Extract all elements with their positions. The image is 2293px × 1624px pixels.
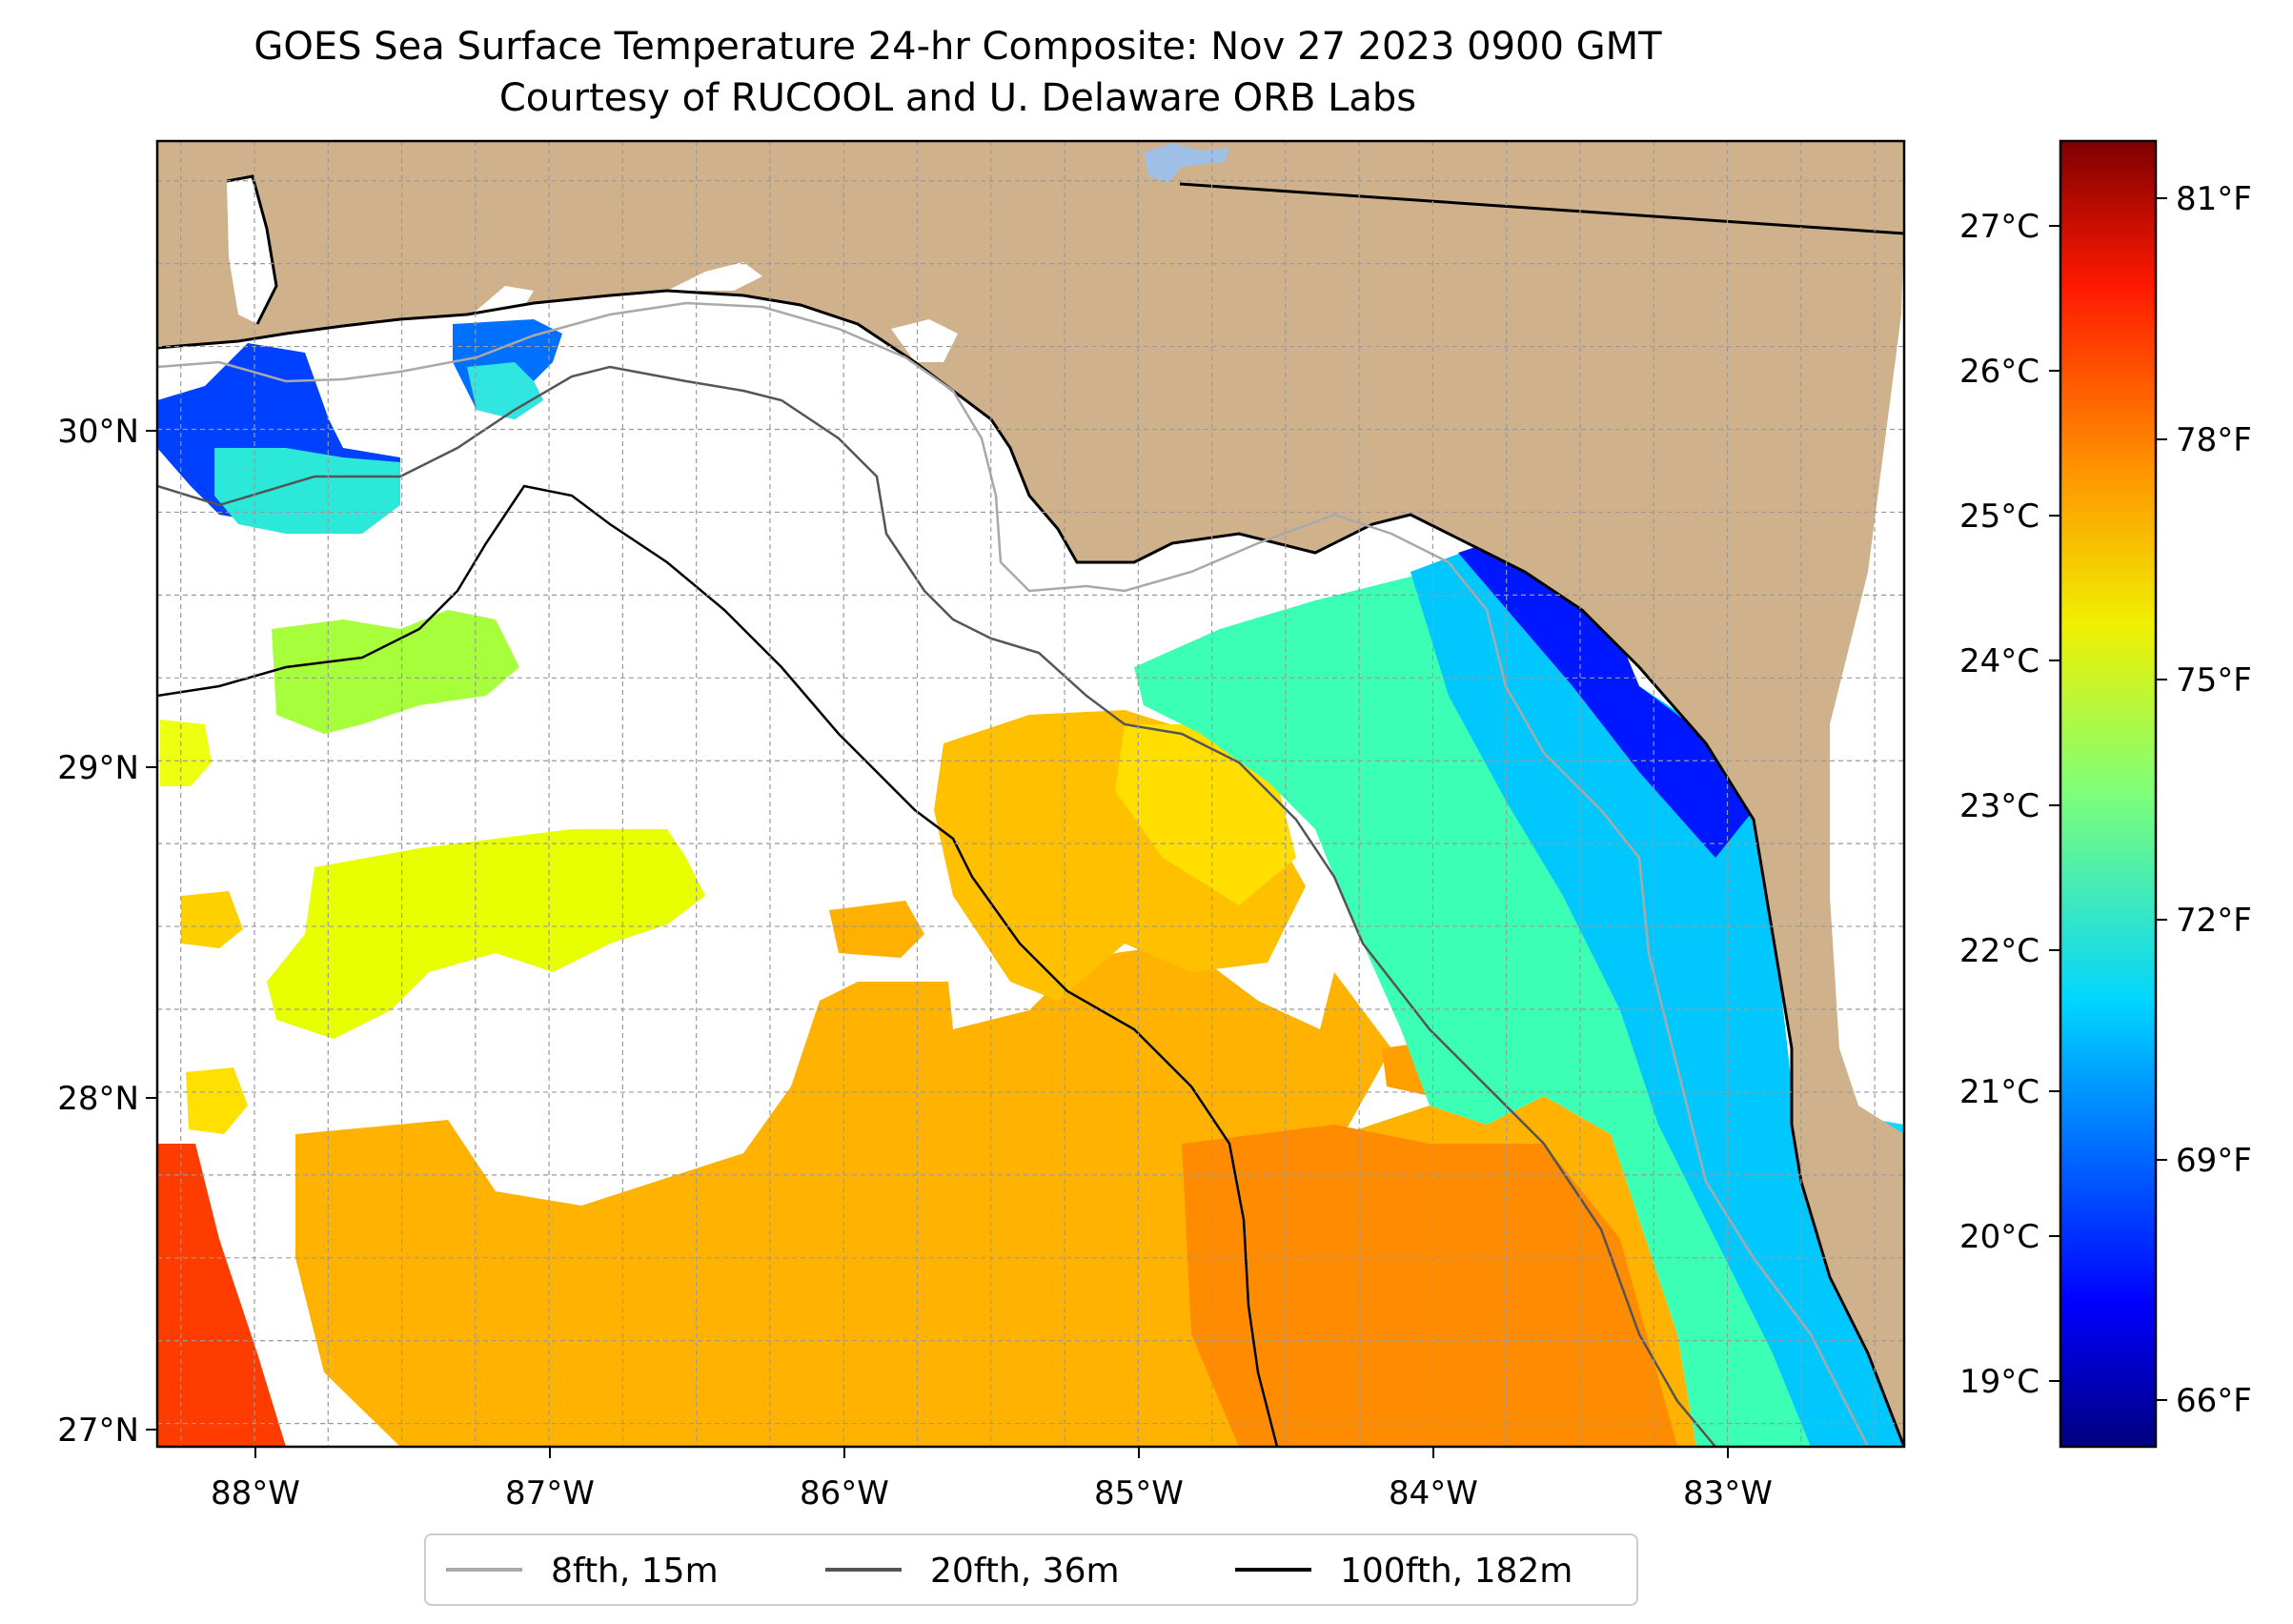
state-border bbox=[1179, 182, 1904, 235]
lat-tick-label: 27°N bbox=[57, 1411, 139, 1450]
mobile-bay bbox=[227, 176, 276, 324]
celsius-tick-label: 23°C bbox=[1959, 787, 2039, 825]
coastline-mobile-bay bbox=[226, 174, 278, 325]
celsius-tick-label: 19°C bbox=[1959, 1363, 2039, 1401]
longitude-axis: 88°W 87°W 86°W 85°W 84°W 83°W bbox=[211, 1447, 1773, 1512]
lon-tick-5: 84°W bbox=[1389, 1447, 1478, 1512]
map-subtitle: Courtesy of RUCOOL and U. Delaware ORB L… bbox=[498, 76, 1417, 120]
lake-seminole bbox=[1144, 143, 1229, 183]
sst-warmer-southeast bbox=[1182, 1125, 1677, 1447]
lon-tick-label: 83°W bbox=[1683, 1474, 1773, 1512]
lon-tick-label: 86°W bbox=[800, 1474, 889, 1512]
sst-east-blue-nearshore bbox=[1458, 543, 1754, 858]
lat-tick-4: 30°N bbox=[57, 413, 157, 451]
lon-tick-2: 87°W bbox=[505, 1447, 595, 1512]
lat-tick-label: 30°N bbox=[57, 413, 139, 451]
legend-label-182m: 100fth, 182m bbox=[1340, 1552, 1573, 1591]
celsius-ticks: 19°C 20°C 21°C 22°C 23°C 24°C 25°C 26°C … bbox=[1959, 208, 2060, 1401]
lat-tick-label: 28°N bbox=[57, 1080, 139, 1118]
celsius-tick-label: 24°C bbox=[1959, 642, 2039, 680]
sst-small-patch-a bbox=[181, 891, 243, 948]
map-title: GOES Sea Surface Temperature 24-hr Compo… bbox=[254, 25, 1662, 69]
lon-tick-1: 88°W bbox=[211, 1447, 300, 1512]
colorbar-gradient bbox=[2059, 139, 2158, 1449]
fahrenheit-tick-label: 81°F bbox=[2176, 180, 2252, 218]
isobath-182m bbox=[157, 484, 1279, 1447]
sst-west-green-patch bbox=[272, 610, 519, 734]
celsius-tick-label: 25°C bbox=[1959, 497, 2039, 536]
coastline bbox=[157, 289, 1904, 1447]
lat-tick-3: 29°N bbox=[57, 749, 157, 787]
gridlines bbox=[157, 141, 1904, 1447]
fahrenheit-tick-label: 75°F bbox=[2176, 661, 2252, 700]
lon-tick-label: 84°W bbox=[1389, 1474, 1478, 1512]
sst-west-yellow-patch bbox=[267, 829, 705, 1039]
legend-label-36m: 20fth, 36m bbox=[930, 1552, 1120, 1591]
st-andrew-bay bbox=[891, 319, 958, 362]
legend-box bbox=[424, 1533, 1638, 1606]
lon-tick-4: 85°W bbox=[1094, 1447, 1184, 1512]
celsius-tick-label: 27°C bbox=[1959, 208, 2039, 246]
lon-tick-3: 86°W bbox=[800, 1447, 889, 1512]
lat-tick-1: 27°N bbox=[57, 1411, 157, 1450]
fahrenheit-ticks: 66°F 69°F 72°F 75°F 78°F 81°F bbox=[2156, 180, 2252, 1420]
pensacola-bay bbox=[472, 286, 534, 315]
fahrenheit-tick-label: 78°F bbox=[2176, 421, 2252, 459]
sst-west-edge-patch bbox=[160, 720, 212, 786]
lat-tick-label: 29°N bbox=[57, 749, 139, 787]
celsius-tick-label: 21°C bbox=[1959, 1073, 2039, 1111]
lon-tick-label: 87°W bbox=[505, 1474, 595, 1512]
isobath-36m bbox=[157, 365, 1716, 1447]
choctawhatchee-bay bbox=[667, 262, 762, 291]
celsius-tick-label: 20°C bbox=[1959, 1218, 2039, 1256]
map-panel bbox=[157, 141, 1904, 1447]
sst-small-patch-b bbox=[186, 1067, 248, 1134]
fahrenheit-tick-label: 69°F bbox=[2176, 1142, 2252, 1180]
legend-label-15m: 8fth, 15m bbox=[551, 1552, 719, 1591]
celsius-tick-label: 22°C bbox=[1959, 932, 2039, 970]
sst-east-cyan-band bbox=[1410, 543, 1904, 1447]
celsius-tick-label: 26°C bbox=[1959, 353, 2039, 391]
isobath-legend: 8fth, 15m 20fth, 36m 100fth, 182m bbox=[424, 1533, 1638, 1606]
isobath-15m bbox=[157, 301, 1870, 1447]
lon-tick-6: 83°W bbox=[1683, 1447, 1773, 1512]
sst-small-patch-c bbox=[829, 901, 924, 958]
fahrenheit-tick-label: 72°F bbox=[2176, 902, 2252, 940]
latitude-axis: 27°N 28°N 29°N 30°N bbox=[57, 413, 157, 1450]
sst-field bbox=[157, 319, 1904, 1447]
sst-warmest-southwest bbox=[157, 1144, 286, 1447]
temperature-colorbar: 19°C 20°C 21°C 22°C 23°C 24°C 25°C 26°C … bbox=[1959, 139, 2252, 1449]
lon-tick-label: 85°W bbox=[1094, 1474, 1184, 1512]
lon-tick-label: 88°W bbox=[211, 1474, 300, 1512]
lat-tick-2: 28°N bbox=[57, 1080, 157, 1118]
land-mass bbox=[157, 141, 1904, 1447]
fahrenheit-tick-label: 66°F bbox=[2176, 1382, 2252, 1420]
sst-nw-teal-patch bbox=[214, 448, 400, 534]
map-frame bbox=[155, 139, 1906, 1449]
